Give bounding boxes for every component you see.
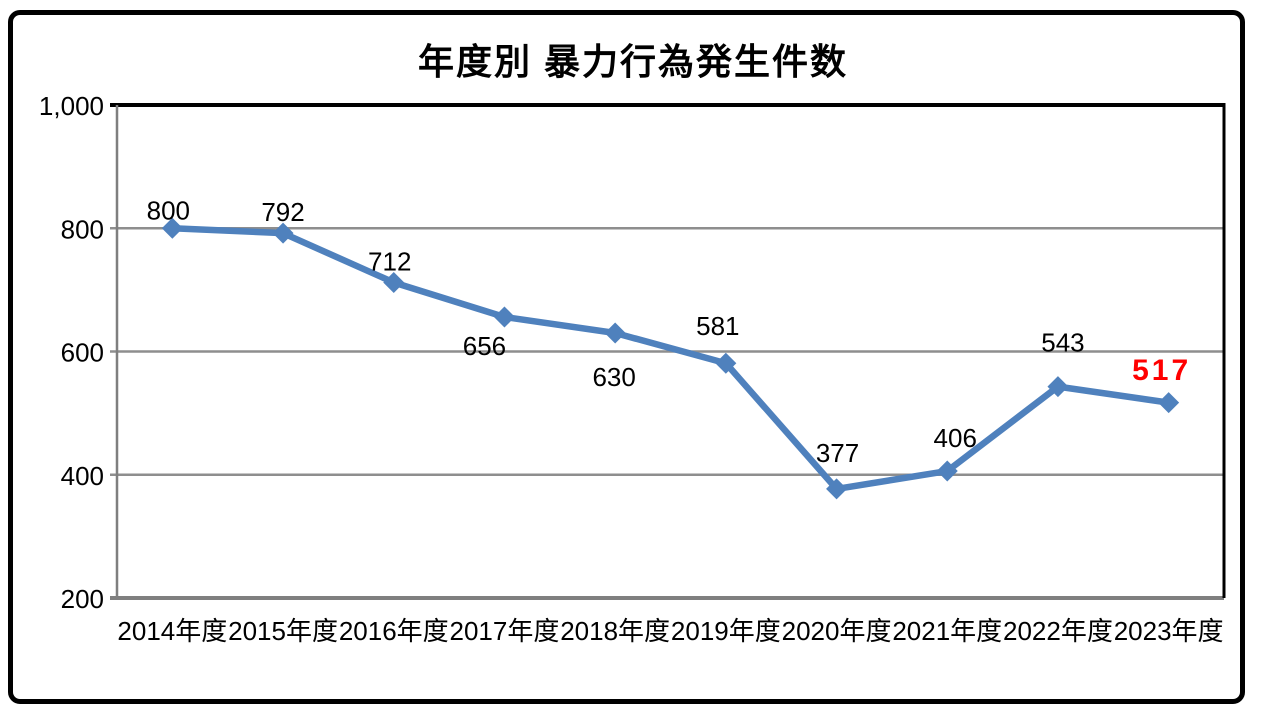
x-axis-tick-label: 2020年度 <box>782 616 892 646</box>
x-axis-tick-label: 2014年度 <box>117 616 227 646</box>
x-axis-tick-label: 2016年度 <box>339 616 449 646</box>
data-point-label: 517 <box>1132 354 1191 387</box>
x-axis-tick-label: 2015年度 <box>228 616 338 646</box>
x-axis-tick-label: 2022年度 <box>1003 616 1113 646</box>
x-axis-tick-label: 2021年度 <box>892 616 1002 646</box>
data-point-marker <box>715 352 737 374</box>
x-axis-tick-label: 2018年度 <box>560 616 670 646</box>
y-axis-tick-label: 200 <box>61 584 104 614</box>
data-point-marker <box>826 478 848 500</box>
data-point-marker <box>604 322 626 344</box>
data-point-label: 656 <box>463 331 506 361</box>
x-axis-tick-label: 2019年度 <box>671 616 781 646</box>
data-series-line <box>169 225 1172 493</box>
data-point-label: 712 <box>368 246 411 276</box>
chart-outer-border <box>8 10 1245 704</box>
y-axis-tick-label: 600 <box>61 338 104 368</box>
data-point-marker <box>161 217 183 239</box>
data-point-label: 630 <box>592 362 635 392</box>
data-point-label: 792 <box>261 197 304 227</box>
data-point-marker <box>383 271 405 293</box>
data-point-label: 800 <box>147 195 190 225</box>
data-point-marker <box>272 222 294 244</box>
x-axis-tick-label: 2023年度 <box>1114 616 1224 646</box>
data-point-marker <box>1047 376 1069 398</box>
data-point-label: 406 <box>934 423 977 453</box>
data-point-marker <box>493 306 515 328</box>
data-point-label: 543 <box>1041 328 1084 358</box>
data-point-marker <box>1158 392 1180 414</box>
data-point-label: 581 <box>696 311 739 341</box>
data-point-marker <box>936 460 958 482</box>
y-axis-tick-label: 1,000 <box>39 91 104 121</box>
data-point-label: 377 <box>816 438 859 468</box>
y-axis-tick-label: 800 <box>61 214 104 244</box>
y-axis-tick-label: 400 <box>61 461 104 491</box>
chart-title: 年度別 暴力行為発生件数 <box>417 41 848 82</box>
x-axis-tick-label: 2017年度 <box>450 616 560 646</box>
